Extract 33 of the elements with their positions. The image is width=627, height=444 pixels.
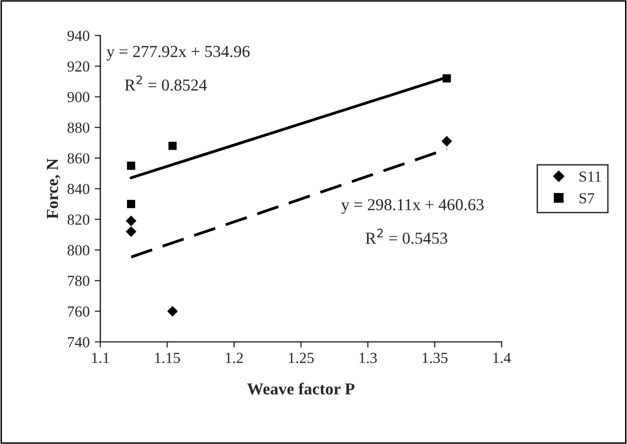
point (126, 200, 136, 208)
x-tick-label: 1.35 (422, 352, 448, 364)
y-tick-label: 920 (67, 61, 90, 72)
x-axis-title: Weave factor P (247, 382, 354, 395)
x-tick-label: 1.25 (288, 352, 314, 364)
annotation: y = 298.11x + 460.63 (341, 199, 484, 214)
x-tick-label: 1.2 (226, 352, 243, 364)
annotation: R$^{2}$ = 0.5453 (366, 228, 448, 244)
point (442, 136, 452, 146)
point (168, 142, 177, 150)
y-tick-label: 840 (68, 184, 90, 194)
point (167, 306, 178, 316)
y-tick-label: 740 (68, 337, 90, 348)
x-tick-label: 1.1 (92, 352, 109, 364)
y-axis-title: Force, N (46, 158, 60, 219)
x-tick-label: 1.4 (493, 352, 511, 364)
y-tick-label: 900 (67, 92, 90, 102)
annotation: R$^{2}$ = 0.8524 (124, 76, 207, 91)
point (126, 162, 136, 170)
point (126, 216, 136, 226)
y-tick-label: 820 (68, 214, 90, 225)
x-tick-label: 1.3 (360, 352, 377, 364)
y-tick-label: 760 (68, 306, 90, 317)
y-tick-label: 800 (68, 245, 90, 256)
y-tick-label: 860 (68, 153, 90, 164)
point (126, 226, 136, 237)
y-tick-label: 940 (67, 30, 90, 41)
legend-label: S7 (580, 193, 594, 204)
y-tick-label: 780 (68, 276, 90, 286)
y-tick-label: 880 (68, 122, 90, 133)
x-tick-label: 1.15 (155, 352, 180, 364)
annotation: y = 277.92x + 534.96 (106, 46, 250, 61)
legend-label: S11 (580, 172, 601, 182)
